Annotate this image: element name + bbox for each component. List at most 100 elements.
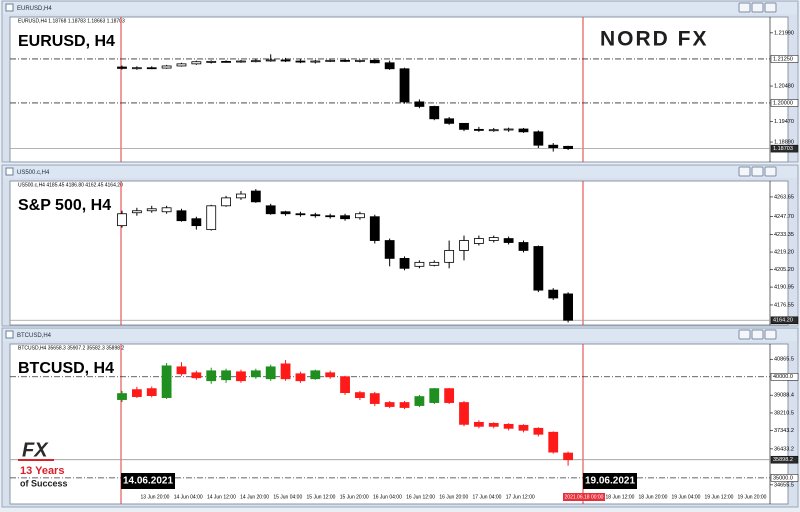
- chart-header: US500.c,H4 4185.45 4186.80 4162.45 4164.…: [18, 182, 123, 188]
- candle-body: [518, 128, 529, 133]
- level-label: 1.21250: [773, 56, 793, 62]
- candle-body: [414, 101, 425, 107]
- x-tick-label: 14 Jun 12:00: [207, 494, 236, 500]
- x-tick-label: 15 Jun 04:00: [273, 494, 302, 500]
- maximize-button[interactable]: [751, 166, 764, 177]
- title-bar: [3, 166, 797, 178]
- candle-body: [473, 128, 484, 131]
- brand-logo: NORD FX: [600, 28, 709, 51]
- candle-body: [503, 128, 514, 131]
- candle-body: [236, 193, 246, 199]
- candle-body: [206, 205, 217, 231]
- candle-body: [444, 388, 455, 403]
- candle-body: [414, 396, 425, 406]
- y-tick-label: 4176.55: [774, 302, 794, 308]
- title-bar: [3, 329, 797, 341]
- candle-body: [533, 246, 544, 291]
- y-tick-label: 38210.5: [774, 410, 794, 416]
- x-tick-label: 15 Jun 20:00: [340, 494, 369, 500]
- chart-window: EURUSD,H4 EURUSD,H4 1.18768 1.18783 1.186…: [1, 0, 799, 163]
- candle-body: [384, 62, 395, 70]
- candle-body: [340, 376, 350, 394]
- y-tick-label: 1.19470: [774, 119, 794, 125]
- level-label-box: [770, 455, 799, 464]
- date-annotation: 14.06.2021: [123, 476, 173, 487]
- x-tick-label: 16 Jun 20:00: [439, 494, 468, 500]
- minimize-button[interactable]: [738, 166, 751, 177]
- level-label: 35898.2: [773, 457, 793, 463]
- close-button[interactable]: [764, 329, 777, 340]
- minimize-button[interactable]: [738, 329, 751, 340]
- candle-body: [459, 402, 469, 425]
- chart-label: BTCUSD, H4: [18, 360, 114, 377]
- candle-body: [414, 261, 425, 267]
- candle-body: [117, 66, 127, 69]
- candle-body: [117, 213, 127, 227]
- window-title: US500.c,H4: [17, 170, 50, 176]
- candle-body: [429, 388, 440, 403]
- y-tick-label: 4233.35: [774, 232, 794, 238]
- candle-body: [355, 59, 365, 62]
- y-tick-label: 1.20480: [774, 83, 794, 89]
- level-label: 35000.0: [773, 475, 793, 481]
- fx-logo: FX: [22, 439, 49, 461]
- y-tick-label: 4247.70: [774, 214, 794, 220]
- candle-body: [310, 214, 321, 217]
- candle-body: [444, 118, 455, 124]
- plot-area: [9, 180, 789, 326]
- candle-body: [503, 238, 514, 243]
- candle-body: [444, 250, 455, 263]
- candle-body: [146, 388, 157, 396]
- candle-body: [325, 59, 336, 62]
- y-tick-label: 37343.2: [774, 428, 794, 434]
- maximize-button[interactable]: [751, 2, 764, 13]
- candle-body: [176, 366, 187, 375]
- candle-body: [533, 427, 544, 435]
- x-tick-label: 16 Jun 04:00: [373, 494, 402, 500]
- x-tick-label: 14 Jun 04:00: [174, 494, 203, 500]
- candle-body: [548, 289, 559, 299]
- candle-body: [548, 431, 559, 453]
- chart-header: BTCUSD,H4 35658.3 35907.2 35582.3 35898.…: [18, 345, 124, 351]
- x-tick-label: 18 Jun 12:00: [606, 494, 635, 500]
- candle-body: [265, 59, 276, 62]
- candle-body: [176, 210, 187, 222]
- candle-body: [503, 423, 514, 429]
- candle-body: [429, 106, 440, 120]
- x-tick-label: 19 Jun 20:00: [738, 494, 767, 500]
- candle-body: [473, 421, 484, 427]
- level-label-box: [770, 474, 799, 482]
- chart-label: S&P 500, H4: [18, 197, 111, 214]
- candle-body: [518, 242, 529, 251]
- candle-body: [236, 371, 246, 382]
- close-button[interactable]: [764, 2, 777, 13]
- candle-body: [488, 422, 499, 427]
- window-title: EURUSD,H4: [17, 6, 52, 12]
- candle-body: [221, 197, 231, 207]
- level-label: 1.20000: [773, 100, 793, 106]
- x-tick-label: 19 Jun 12:00: [705, 494, 734, 500]
- y-tick-label: 1.18890: [774, 139, 794, 145]
- candle-body: [563, 145, 573, 150]
- chart-label: EURUSD, H4: [18, 33, 115, 50]
- candle-body: [236, 60, 246, 63]
- title-bar: [3, 2, 797, 14]
- close-button[interactable]: [764, 166, 777, 177]
- maximize-button[interactable]: [751, 329, 764, 340]
- candle-body: [206, 60, 217, 63]
- candle-body: [280, 211, 291, 215]
- window-icon: [5, 3, 14, 12]
- candle-body: [191, 61, 202, 65]
- candle-body: [295, 60, 306, 63]
- x-tick-label: 17 Jun 12:00: [506, 494, 535, 500]
- x-tick-label: 13 Jun 20:00: [141, 494, 170, 500]
- chart-header: EURUSD,H4 1.18768 1.18783 1.18663 1.1870…: [18, 18, 125, 24]
- candle-body: [384, 402, 395, 407]
- candle-body: [369, 393, 380, 404]
- candle-body: [131, 389, 142, 397]
- candle-body: [280, 363, 291, 380]
- x-tick-label: 19 Jun 04:00: [672, 494, 701, 500]
- minimize-button[interactable]: [738, 2, 751, 13]
- candle-body: [369, 59, 380, 64]
